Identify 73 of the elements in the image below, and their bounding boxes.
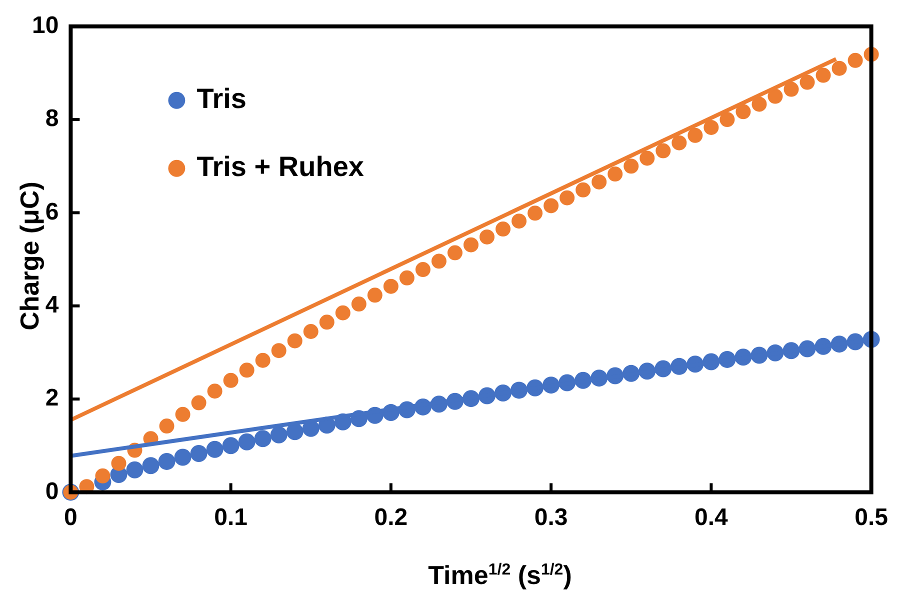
point — [190, 445, 208, 462]
point — [512, 214, 527, 229]
point — [800, 74, 815, 90]
point — [287, 333, 302, 348]
x-tick-label: 0.5 — [854, 504, 888, 532]
point — [303, 324, 318, 339]
x-tick-label: 0.4 — [694, 504, 729, 532]
y-tick-label: 10 — [32, 12, 59, 40]
point — [576, 182, 591, 198]
point — [367, 288, 382, 303]
point — [239, 362, 254, 378]
point — [254, 430, 272, 448]
x-axis-title: Time$^{1/2}$ (s$^{1/2}$) — [427, 560, 573, 591]
y-tick-label: 2 — [45, 384, 59, 412]
point — [175, 406, 190, 422]
point — [480, 229, 495, 244]
x-tick-label: 0.3 — [534, 504, 568, 532]
point — [207, 384, 222, 399]
x-tick-label: 0.1 — [214, 504, 248, 532]
point — [191, 395, 206, 410]
y-tick-label: 8 — [45, 105, 59, 132]
y-axis-title: Charge (μC) — [14, 182, 46, 330]
point — [624, 158, 639, 174]
point — [351, 296, 366, 312]
point — [816, 68, 831, 83]
y-tick-label: 4 — [45, 292, 60, 319]
legend-label: Tris — [196, 83, 247, 114]
point — [784, 82, 799, 97]
point — [720, 112, 735, 128]
point — [383, 278, 398, 294]
point — [431, 254, 446, 269]
point — [238, 433, 256, 450]
point — [158, 452, 176, 470]
point — [255, 352, 270, 368]
point — [656, 143, 671, 158]
point — [736, 104, 751, 120]
point — [832, 60, 847, 76]
point — [592, 174, 607, 190]
point — [319, 314, 334, 330]
point — [464, 237, 479, 252]
point — [704, 120, 719, 135]
point — [415, 262, 430, 278]
point — [335, 305, 350, 320]
point — [159, 418, 174, 434]
point — [142, 457, 160, 474]
point — [223, 372, 238, 388]
point — [752, 96, 767, 112]
legend-label: Tris + Ruhex — [196, 151, 364, 182]
y-tick-label: 0 — [45, 478, 59, 505]
point — [447, 245, 462, 260]
point — [848, 52, 863, 68]
point — [126, 461, 144, 478]
y-tick-label: 6 — [45, 198, 59, 226]
point — [270, 426, 288, 444]
point — [672, 135, 687, 150]
point — [528, 206, 543, 221]
point — [560, 190, 575, 206]
point — [222, 437, 240, 454]
point — [206, 440, 224, 458]
x-tick-label: 0 — [64, 504, 78, 532]
x-tick-label: 0.2 — [374, 504, 408, 532]
point — [544, 198, 559, 214]
point — [608, 166, 623, 182]
point — [399, 270, 414, 286]
point — [271, 343, 286, 358]
point — [286, 423, 304, 440]
point — [174, 448, 192, 466]
point — [688, 128, 703, 143]
point — [768, 88, 783, 104]
point — [111, 456, 126, 471]
point — [496, 222, 511, 237]
point — [640, 150, 655, 166]
point — [95, 468, 110, 484]
